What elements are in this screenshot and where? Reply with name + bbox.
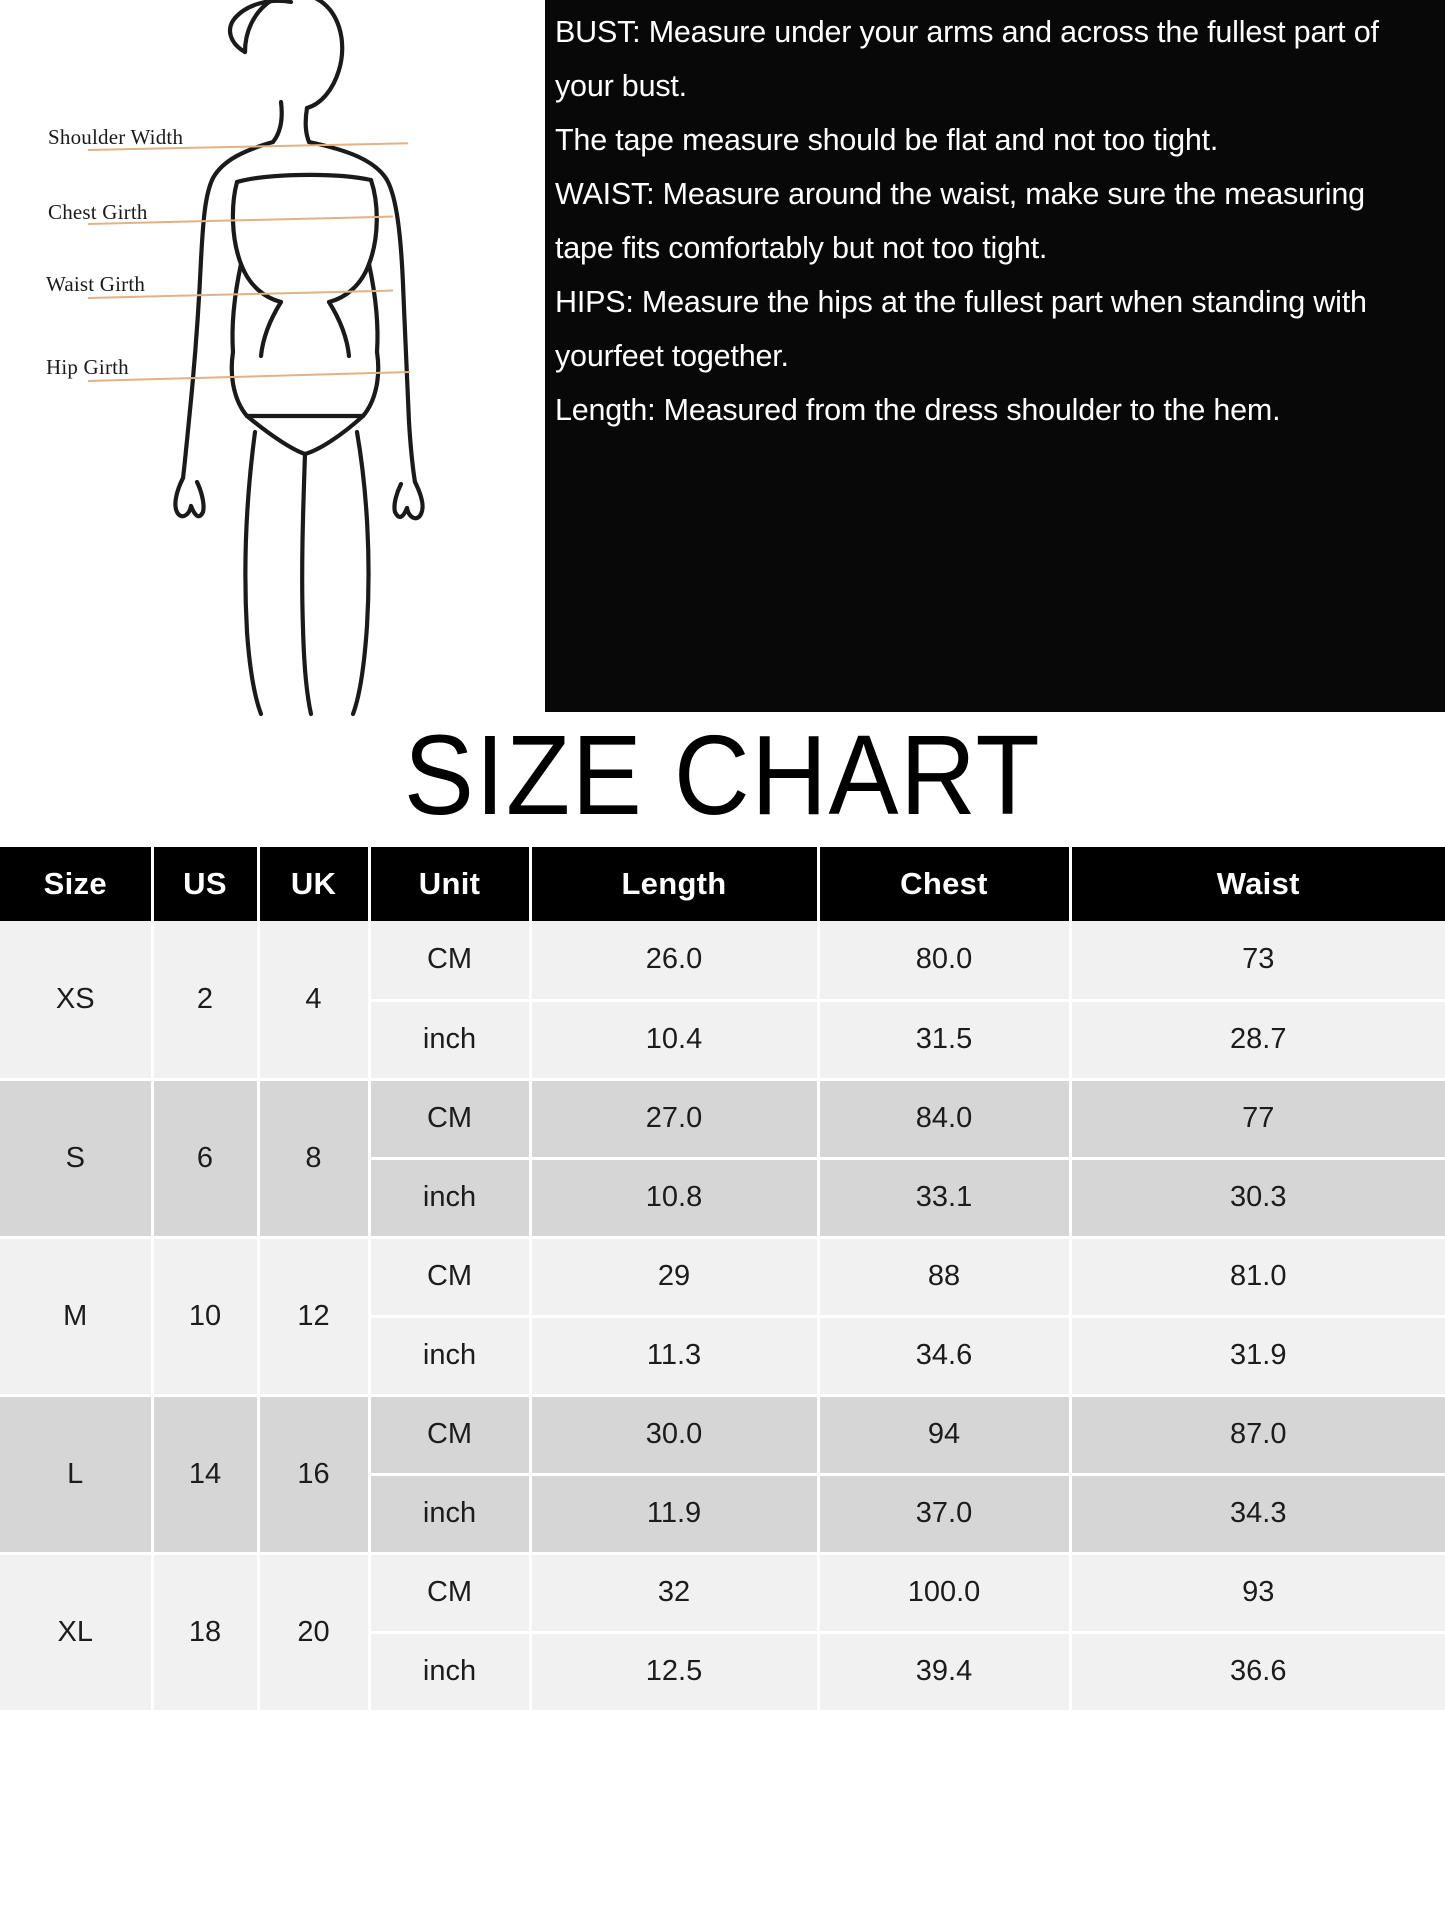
column-header-us: US <box>152 847 260 921</box>
cell-size: XS <box>0 921 154 1081</box>
table-row: S 6 8 CM 27.0 84.0 77 <box>0 1079 1445 1239</box>
cell-length: 10.8 <box>530 1158 820 1239</box>
female-body-outline-icon <box>173 0 425 717</box>
cell-unit: inch <box>369 1474 532 1555</box>
instruction-length: Length: Measured from the dress shoulder… <box>555 392 1281 427</box>
cell-size: M <box>0 1237 154 1397</box>
cell-waist: 81.0 <box>1070 1237 1445 1318</box>
cell-uk: 20 <box>258 1553 371 1713</box>
table-row: inch 12.5 39.4 36.6 <box>0 1632 1445 1713</box>
column-header-unit: Unit <box>369 847 532 921</box>
cell-unit: CM <box>369 921 532 1002</box>
size-chart-table: Size US UK Unit Length Chest Waist XS 2 4 C… <box>0 847 1445 1713</box>
cell-size: S <box>0 1079 154 1239</box>
cell-length: 26.0 <box>530 921 820 1002</box>
cell-length: 32 <box>530 1553 820 1634</box>
cell-waist: 34.3 <box>1070 1474 1445 1555</box>
table-row: inch 11.3 34.6 31.9 <box>0 1316 1445 1397</box>
size-chart-table-wrap: Size US UK Unit Length Chest Waist XS 2 4 C… <box>0 847 1445 1713</box>
label-hip-girth: Hip Girth <box>46 355 129 379</box>
cell-chest: 84.0 <box>818 1079 1072 1160</box>
cell-chest: 80.0 <box>818 921 1072 1002</box>
cell-chest: 31.5 <box>818 1000 1072 1081</box>
cell-us: 2 <box>152 921 260 1081</box>
cell-us: 18 <box>152 1553 260 1713</box>
top-section: Shoulder Width Chest Girth Waist Girth H… <box>0 0 1445 832</box>
table-row: L 14 16 CM 30.0 94 87.0 <box>0 1395 1445 1555</box>
table-row: inch 10.8 33.1 30.3 <box>0 1158 1445 1239</box>
cell-length: 27.0 <box>530 1079 820 1160</box>
body-figure-pane: Shoulder Width Chest Girth Waist Girth H… <box>0 0 545 717</box>
column-header-chest: Chest <box>818 847 1072 921</box>
cell-waist: 30.3 <box>1070 1158 1445 1239</box>
cell-size: XL <box>0 1553 154 1713</box>
cell-unit: CM <box>369 1395 532 1476</box>
cell-uk: 4 <box>258 921 371 1081</box>
table-row: XL 18 20 CM 32 100.0 93 <box>0 1553 1445 1713</box>
cell-chest: 37.0 <box>818 1474 1072 1555</box>
cell-length: 11.9 <box>530 1474 820 1555</box>
column-header-waist: Waist <box>1070 847 1445 921</box>
cell-unit: CM <box>369 1237 532 1318</box>
instruction-hips: HIPS: Measure the hips at the fullest pa… <box>555 284 1367 373</box>
cell-length: 30.0 <box>530 1395 820 1476</box>
cell-unit: inch <box>369 1632 532 1713</box>
cell-uk: 12 <box>258 1237 371 1397</box>
cell-us: 14 <box>152 1395 260 1555</box>
cell-chest: 39.4 <box>818 1632 1072 1713</box>
label-chest-girth: Chest Girth <box>48 200 148 224</box>
column-header-size: Size <box>0 847 154 921</box>
cell-unit: inch <box>369 1000 532 1081</box>
cell-uk: 8 <box>258 1079 371 1239</box>
cell-length: 12.5 <box>530 1632 820 1713</box>
page-title: SIZE CHART <box>403 711 1042 839</box>
instruction-waist: WAIST: Measure around the waist, make su… <box>555 176 1365 265</box>
cell-unit: inch <box>369 1316 532 1397</box>
instruction-tape: The tape measure should be flat and not … <box>555 122 1219 157</box>
cell-chest: 100.0 <box>818 1553 1072 1634</box>
cell-size: L <box>0 1395 154 1555</box>
cell-chest: 34.6 <box>818 1316 1072 1397</box>
cell-unit: inch <box>369 1158 532 1239</box>
label-shoulder-width: Shoulder Width <box>48 125 184 149</box>
cell-length: 29 <box>530 1237 820 1318</box>
cell-length: 11.3 <box>530 1316 820 1397</box>
cell-waist: 93 <box>1070 1553 1445 1634</box>
cell-us: 10 <box>152 1237 260 1397</box>
table-row: inch 10.4 31.5 28.7 <box>0 1000 1445 1081</box>
cell-uk: 16 <box>258 1395 371 1555</box>
cell-length: 10.4 <box>530 1000 820 1081</box>
column-header-uk: UK <box>258 847 371 921</box>
leader-line-hip-girth <box>87 371 410 382</box>
measurement-labels: Shoulder Width Chest Girth Waist Girth H… <box>0 0 545 710</box>
cell-unit: CM <box>369 1553 532 1634</box>
cell-chest: 33.1 <box>818 1158 1072 1239</box>
column-header-length: Length <box>530 847 820 921</box>
instruction-bust: BUST: Measure under your arms and across… <box>555 15 1379 103</box>
page-title-wrap: SIZE CHART <box>0 700 1445 850</box>
cell-unit: CM <box>369 1079 532 1160</box>
cell-us: 6 <box>152 1079 260 1239</box>
cell-waist: 77 <box>1070 1079 1445 1160</box>
table-row: XS 2 4 CM 26.0 80.0 73 <box>0 921 1445 1081</box>
table-row: M 10 12 CM 29 88 81.0 <box>0 1237 1445 1397</box>
measuring-instructions-panel: BUST: Measure under your arms and across… <box>545 0 1445 712</box>
cell-waist: 36.6 <box>1070 1632 1445 1713</box>
cell-waist: 87.0 <box>1070 1395 1445 1476</box>
cell-chest: 88 <box>818 1237 1072 1318</box>
table-row: inch 11.9 37.0 34.3 <box>0 1474 1445 1555</box>
label-waist-girth: Waist Girth <box>46 272 146 296</box>
table-body: XS 2 4 CM 26.0 80.0 73 inch 10.4 31.5 28.7 S 6 8 CM 27.… <box>0 921 1445 1713</box>
cell-waist: 73 <box>1070 921 1445 1002</box>
table-header-row: Size US UK Unit Length Chest Waist <box>0 847 1445 921</box>
cell-chest: 94 <box>818 1395 1072 1476</box>
cell-waist: 28.7 <box>1070 1000 1445 1081</box>
cell-waist: 31.9 <box>1070 1316 1445 1397</box>
